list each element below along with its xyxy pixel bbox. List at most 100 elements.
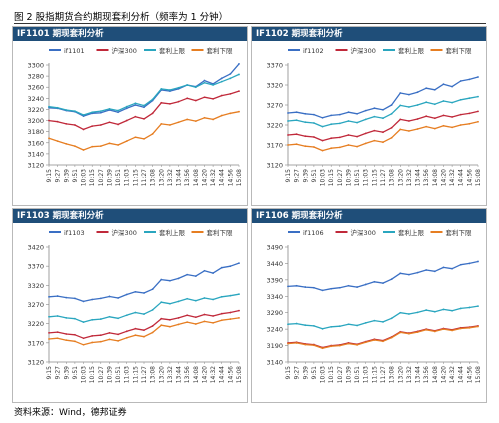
data-point-- [459, 124, 462, 126]
data-point-- [151, 331, 154, 334]
legend-label: 套利下限 [446, 46, 473, 55]
data-point-if1101 [220, 77, 223, 80]
x-tick-label: 9:39 [302, 169, 309, 183]
data-point-- [238, 317, 240, 319]
data-point-if1103 [74, 297, 76, 300]
data-point-- [203, 297, 206, 299]
data-point-- [143, 313, 145, 315]
data-point-if1106 [304, 286, 307, 288]
series-line-- [48, 111, 240, 151]
data-point-- [177, 121, 180, 124]
data-point--300 [134, 327, 137, 330]
data-point--300 [91, 125, 94, 128]
line-chart-if1101: if1101 沪深300 套利上限 套利下限 3120 3140 3160 3180 3200 3… [27, 46, 243, 186]
series-line-if1102 [287, 76, 479, 119]
data-point-- [65, 317, 68, 319]
data-point-- [160, 87, 163, 90]
data-point--300 [48, 331, 50, 334]
data-point-if1103 [48, 295, 50, 298]
data-point-- [338, 344, 341, 347]
data-point-if1106 [442, 266, 445, 269]
data-point--300 [468, 112, 471, 115]
x-tick-label: 13:32 [167, 169, 174, 186]
data-point--300 [108, 121, 111, 124]
data-point-- [356, 121, 358, 124]
series-line-- [48, 293, 240, 323]
data-point-if1103 [169, 279, 171, 282]
x-tick-label: 15:08 [475, 169, 482, 186]
y-tick-label: 3390 [266, 276, 283, 284]
data-point-if1102 [459, 80, 462, 82]
data-point-- [125, 314, 128, 317]
data-point--300 [347, 134, 350, 136]
data-point-- [134, 136, 137, 139]
y-tick-label: 3420 [27, 244, 44, 252]
data-point--300 [169, 318, 171, 321]
data-point-- [364, 322, 367, 324]
x-tick-label: 10:27 [337, 366, 344, 383]
data-point-- [82, 149, 85, 151]
legend-label: 沪深300 [112, 228, 137, 237]
data-point-- [408, 313, 410, 315]
data-point-- [48, 105, 50, 108]
y-tick-label: 3200 [27, 117, 44, 125]
data-point-if1103 [194, 275, 197, 278]
x-tick-label: 9:51 [311, 169, 318, 183]
data-point--300 [177, 317, 180, 319]
y-tick-label: 3220 [266, 122, 283, 130]
series-line-- [48, 317, 240, 346]
y-tick-label: 3340 [266, 293, 283, 301]
x-tick-label: 15:08 [236, 366, 243, 383]
data-point-if1102 [364, 109, 367, 112]
data-point-if1102 [295, 111, 298, 114]
data-point-- [425, 309, 428, 311]
data-point-- [229, 112, 232, 115]
data-point-- [117, 109, 119, 112]
y-tick-label: 3170 [266, 142, 283, 150]
data-point-- [408, 332, 410, 335]
data-point-- [56, 106, 59, 109]
data-point-- [295, 119, 298, 122]
data-point-- [287, 120, 289, 122]
data-point-- [373, 139, 376, 142]
data-point--300 [433, 117, 436, 120]
data-point--300 [56, 331, 59, 333]
legend-label: 套利下限 [446, 228, 473, 237]
data-point-if1103 [229, 265, 232, 268]
legend-label: 沪深300 [351, 228, 376, 237]
x-tick-label: 11:27 [141, 169, 148, 186]
data-point-- [382, 340, 384, 343]
data-point-- [48, 315, 50, 318]
data-point-- [108, 107, 111, 110]
x-tick-label: 13:32 [406, 169, 413, 186]
data-point-if1106 [399, 272, 402, 275]
y-tick-label: 3440 [266, 260, 283, 268]
data-point--300 [212, 97, 214, 100]
data-point-- [65, 339, 68, 342]
data-point-- [373, 319, 376, 322]
data-point-- [304, 121, 307, 124]
x-tick-label: 9:39 [302, 366, 309, 380]
data-point-- [74, 317, 76, 320]
data-point-- [48, 338, 50, 340]
data-point-- [347, 323, 350, 326]
data-point-- [408, 106, 410, 108]
data-point-- [143, 137, 145, 140]
panel-title: IF1106 期现套利分析 [252, 209, 486, 223]
data-point-- [364, 118, 367, 121]
y-tick-label: 3170 [27, 339, 44, 347]
data-point-- [459, 98, 462, 101]
data-point-- [382, 321, 384, 323]
x-tick-label: 13:44 [176, 169, 183, 186]
series-line--300 [48, 90, 240, 131]
data-point-- [82, 343, 85, 346]
x-tick-label: 15:08 [475, 366, 482, 383]
data-point-- [390, 336, 393, 339]
y-tick-label: 3290 [266, 309, 283, 317]
x-tick-label: 14:56 [466, 169, 473, 186]
x-tick-label: 11:15 [132, 169, 139, 186]
data-point-- [82, 114, 85, 116]
data-point-- [220, 114, 223, 117]
series-line-- [287, 305, 479, 330]
data-point-- [169, 89, 171, 91]
